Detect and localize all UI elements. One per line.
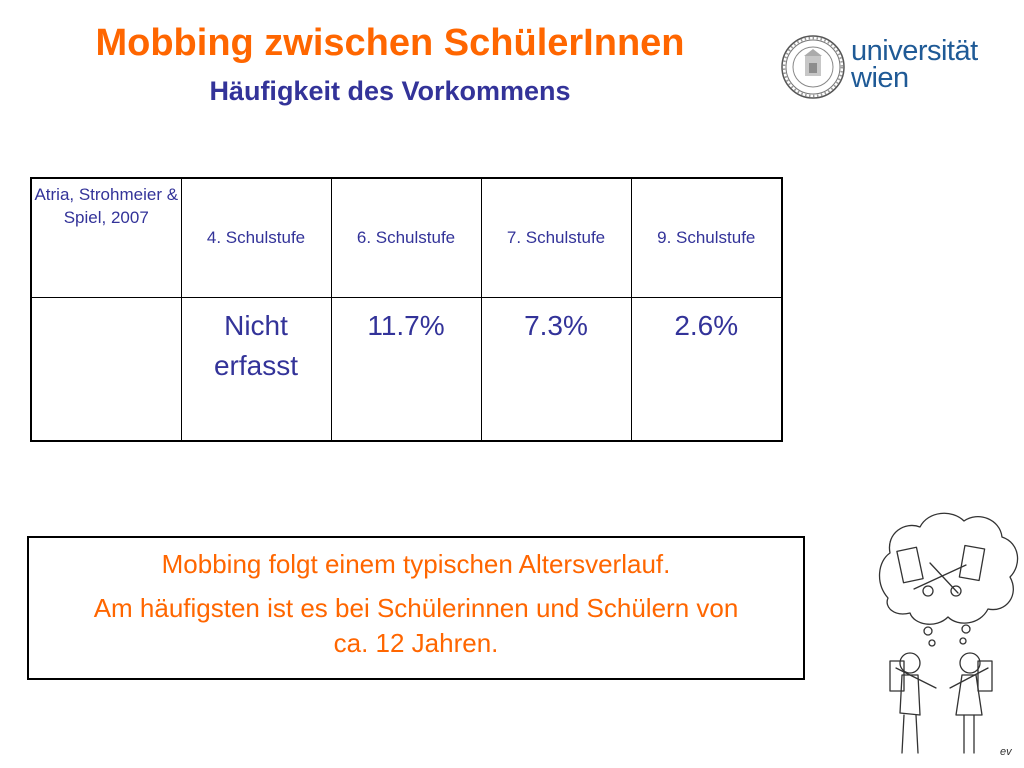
- university-logo: universität wien: [780, 34, 1012, 104]
- table-cell-grade-4: Nicht erfasst: [180, 296, 332, 442]
- table-cell-grade-7: 7.3%: [480, 296, 632, 442]
- slide-title: Mobbing zwischen SchülerInnen: [95, 22, 685, 64]
- table-header-row: Atria, Strohmeier & Spiel, 2007 4. Schul…: [30, 177, 783, 298]
- frequency-table: Atria, Strohmeier & Spiel, 2007 4. Schul…: [30, 177, 783, 442]
- table-row: Nicht erfasst 11.7% 7.3% 2.6%: [30, 296, 783, 442]
- table-cell-grade-9: 2.6%: [630, 296, 783, 442]
- svg-text:ev: ev: [1000, 746, 1013, 758]
- summary-line-2: Am häufigsten ist es bei Schülerinnen un…: [93, 593, 739, 658]
- summary-line-1: Mobbing folgt einem typischen Altersverl…: [161, 549, 671, 579]
- table-header-source: Atria, Strohmeier & Spiel, 2007: [30, 177, 182, 298]
- table-header-grade-6: 6. Schulstufe: [330, 177, 482, 298]
- table-header-grade-4: 4. Schulstufe: [180, 177, 332, 298]
- table-cell-grade-6: 11.7%: [330, 296, 482, 442]
- children-cartoon-icon: ev: [878, 512, 1019, 758]
- table-header-grade-7: 7. Schulstufe: [480, 177, 632, 298]
- summary-box: Mobbing folgt einem typischen Altersverl…: [27, 536, 805, 680]
- table-cell-source: [30, 296, 182, 442]
- slide-subtitle: Häufigkeit des Vorkommens: [209, 76, 571, 106]
- table-header-grade-9: 9. Schulstufe: [630, 177, 783, 298]
- university-seal-icon: [781, 35, 845, 99]
- university-logo-text: universität wien: [851, 35, 978, 94]
